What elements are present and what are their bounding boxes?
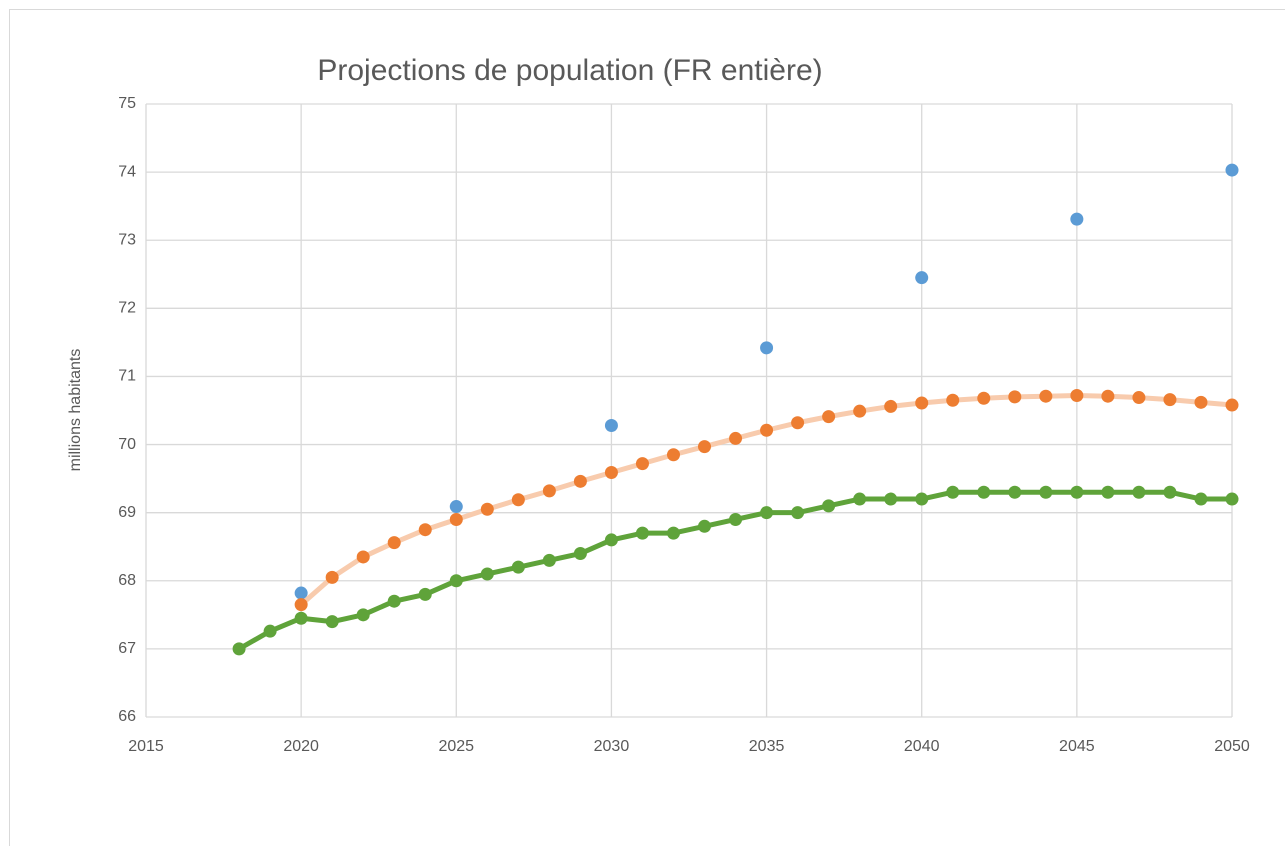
data-point — [635, 526, 649, 540]
data-point — [325, 615, 339, 629]
y-tick-label: 68 — [118, 572, 136, 589]
data-point — [511, 560, 525, 574]
data-point — [977, 391, 991, 405]
data-point — [480, 567, 494, 581]
chart-title: Projections de population (FR entière) — [317, 54, 822, 87]
data-point — [1225, 398, 1239, 412]
data-point — [356, 608, 370, 622]
data-point — [573, 547, 587, 561]
data-point — [1070, 485, 1084, 499]
data-point — [1039, 485, 1053, 499]
y-tick-label: 71 — [118, 368, 136, 385]
data-point — [760, 423, 774, 437]
data-point — [853, 492, 867, 506]
data-point — [573, 474, 587, 488]
data-point — [791, 506, 805, 520]
data-point — [946, 485, 960, 499]
y-tick-label: 72 — [118, 300, 136, 317]
data-point — [263, 624, 277, 638]
data-point — [1194, 492, 1208, 506]
data-point — [666, 448, 680, 462]
data-point — [1194, 395, 1208, 409]
data-point — [729, 431, 743, 445]
data-point — [635, 457, 649, 471]
data-point — [356, 550, 370, 564]
data-point — [1132, 391, 1146, 405]
data-point — [760, 341, 774, 355]
x-tick-label: 2025 — [438, 738, 474, 755]
data-point — [1008, 485, 1022, 499]
data-point — [1163, 485, 1177, 499]
data-point — [604, 533, 618, 547]
data-point — [418, 523, 432, 537]
data-point — [449, 512, 463, 526]
data-point — [542, 484, 556, 498]
data-point — [946, 393, 960, 407]
data-point — [1163, 393, 1177, 407]
data-point — [604, 418, 618, 432]
data-point — [698, 519, 712, 533]
data-point — [480, 502, 494, 516]
data-point — [884, 399, 898, 413]
x-tick-label: 2045 — [1059, 738, 1095, 755]
data-point — [387, 536, 401, 550]
data-point — [232, 642, 246, 656]
data-point — [977, 485, 991, 499]
y-tick-label: 70 — [118, 436, 136, 453]
data-point — [294, 598, 308, 612]
data-point — [387, 594, 401, 608]
data-point — [1039, 389, 1053, 403]
y-axis-label: millions habitants — [67, 349, 84, 472]
x-tick-label: 2040 — [904, 738, 940, 755]
data-point — [1101, 485, 1115, 499]
data-point — [915, 396, 929, 410]
data-point — [884, 492, 898, 506]
data-point — [1225, 163, 1239, 177]
data-point — [698, 440, 712, 454]
data-point — [915, 271, 929, 285]
data-point — [1070, 389, 1084, 403]
data-point — [294, 586, 308, 600]
x-tick-label: 2030 — [594, 738, 630, 755]
data-point — [542, 553, 556, 567]
y-tick-label: 69 — [118, 504, 136, 521]
data-point — [1101, 389, 1115, 403]
data-point — [294, 611, 308, 625]
data-point — [1132, 485, 1146, 499]
x-tick-label: 2020 — [283, 738, 319, 755]
data-point — [822, 499, 836, 513]
y-tick-label: 75 — [118, 95, 136, 112]
y-tick-label: 74 — [118, 163, 136, 180]
data-point — [1008, 390, 1022, 404]
chart-frame — [9, 9, 1285, 846]
y-tick-label: 67 — [118, 640, 136, 657]
data-point — [666, 526, 680, 540]
y-tick-label: 66 — [118, 708, 136, 725]
data-point — [449, 574, 463, 588]
data-point — [853, 404, 867, 418]
data-point — [418, 587, 432, 601]
data-point — [604, 465, 618, 479]
x-tick-label: 2015 — [128, 738, 164, 755]
data-point — [1225, 492, 1239, 506]
data-point — [1070, 212, 1084, 226]
x-tick-label: 2050 — [1214, 738, 1250, 755]
data-point — [449, 500, 463, 514]
y-tick-label: 73 — [118, 231, 136, 248]
x-tick-label: 2035 — [749, 738, 785, 755]
data-point — [729, 512, 743, 526]
data-point — [760, 506, 774, 520]
data-point — [511, 493, 525, 507]
data-point — [915, 492, 929, 506]
data-point — [822, 410, 836, 424]
data-point — [791, 416, 805, 430]
data-point — [325, 570, 339, 584]
